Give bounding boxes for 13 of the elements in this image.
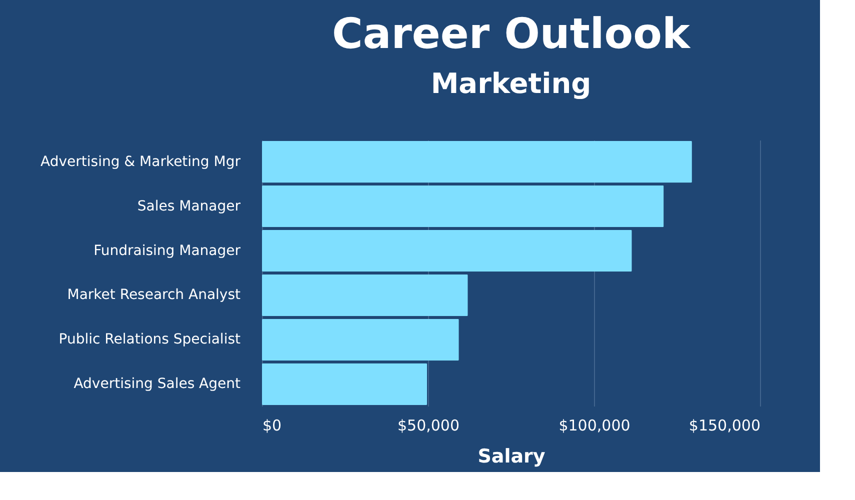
y-tick-label: Public Relations Specialist	[58, 332, 241, 348]
y-tick-label: Sales Manager	[137, 198, 241, 214]
x-tick-label: $150,000	[688, 416, 760, 434]
y-tick-label: Fundraising Manager	[94, 242, 241, 259]
x-tick-label: $50,000	[397, 416, 460, 434]
y-tick-label: Market Research Analyst	[67, 287, 242, 304]
x-tick-label: $100,000	[558, 416, 630, 434]
y-tick-label: Advertising Sales Agent	[74, 376, 242, 392]
y-tick-label: Advertising & Marketing Mgr	[40, 154, 241, 170]
x-tick-label: $0	[262, 416, 282, 434]
chart-title: Career Outlook	[332, 9, 692, 58]
chart-subtitle: Marketing	[430, 67, 592, 100]
x-axis-title: Salary	[478, 446, 546, 468]
